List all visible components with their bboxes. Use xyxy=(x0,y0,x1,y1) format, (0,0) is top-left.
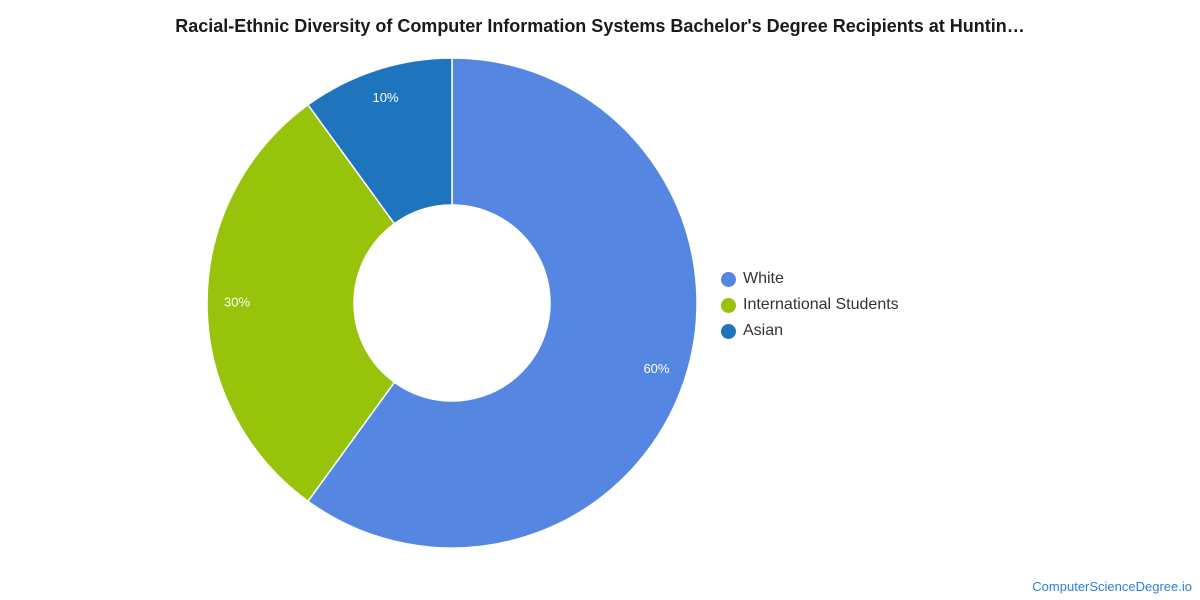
slice-label-international-students: 30% xyxy=(224,294,250,309)
legend-item-international-students[interactable]: International Students xyxy=(721,292,899,318)
slice-white[interactable] xyxy=(306,57,698,549)
legend-item-white[interactable]: White xyxy=(721,266,899,292)
slice-label-white: 60% xyxy=(643,361,669,376)
legend-dot-international-students xyxy=(721,297,736,313)
chart-title: Racial-Ethnic Diversity of Computer Info… xyxy=(175,16,1025,36)
legend-label-international-students: International Students xyxy=(743,296,899,313)
legend-dot-white xyxy=(721,271,736,287)
source-watermark[interactable]: ComputerScienceDegree.io xyxy=(1032,579,1192,594)
chart-legend: White International Students Asian xyxy=(721,266,899,344)
legend-label-asian: Asian xyxy=(743,322,784,339)
slice-label-asian: 10% xyxy=(373,90,399,105)
legend-item-asian[interactable]: Asian xyxy=(721,318,899,344)
legend-dot-asian xyxy=(721,323,736,339)
slice-international-students[interactable] xyxy=(206,103,396,503)
slice-asian[interactable] xyxy=(306,57,453,225)
legend-label-white: White xyxy=(743,270,784,287)
